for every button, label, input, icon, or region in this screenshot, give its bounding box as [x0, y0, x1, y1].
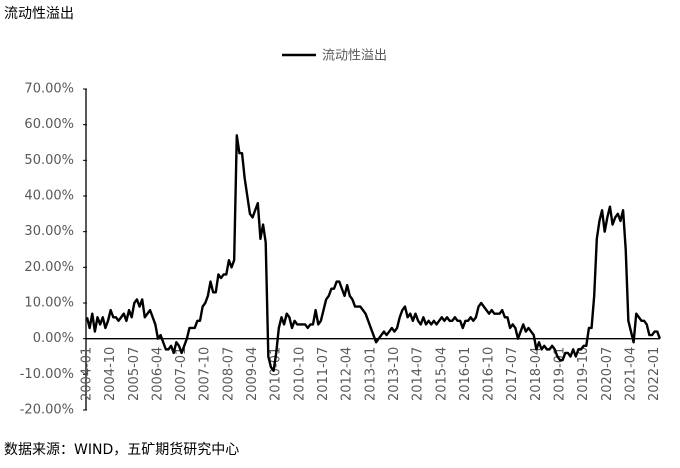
- x-tick-label: 2010-10: [292, 347, 307, 401]
- x-tick-label: 2020-07: [600, 347, 615, 401]
- x-tick-label: 2009-04: [245, 347, 260, 401]
- y-tick-label: -20.00%: [20, 403, 74, 418]
- y-tick-label: 60.00%: [24, 117, 74, 132]
- x-tick-label: 2008-07: [221, 347, 236, 401]
- x-tick-label: 2007-01: [174, 347, 189, 401]
- x-tick-label: 2016-10: [482, 347, 497, 401]
- source-note: 数据来源：WIND，五矿期货研究中心: [4, 441, 239, 458]
- x-tick-label: 2012-04: [340, 347, 355, 401]
- x-tick-label: 2021-04: [623, 347, 638, 401]
- y-tick-label: 50.00%: [24, 153, 74, 168]
- y-tick-label: 70.00%: [24, 82, 74, 97]
- x-tick-label: 2006-04: [150, 347, 165, 401]
- x-tick-label: 2015-04: [434, 347, 449, 401]
- x-tick-label: 2014-07: [411, 347, 426, 401]
- y-tick-label: 40.00%: [24, 189, 74, 204]
- x-tick-label: 2022-01: [647, 347, 662, 401]
- y-tick-label: 10.00%: [24, 296, 74, 311]
- x-tick-label: 2019-10: [576, 347, 591, 401]
- x-tick-label: 2016-01: [458, 347, 473, 401]
- y-tick-label: -10.00%: [20, 367, 74, 382]
- x-tick-label: 2011-07: [316, 347, 331, 401]
- y-tick-label: 30.00%: [24, 224, 74, 239]
- x-tick-label: 2010-01: [269, 347, 284, 401]
- x-tick-label: 2018-04: [529, 347, 544, 401]
- x-tick-label: 2013-01: [363, 347, 378, 401]
- y-tick-label: 20.00%: [24, 260, 74, 275]
- data-line: [85, 134, 662, 372]
- x-tick-label: 2007-10: [198, 347, 213, 401]
- x-tick-label: 2005-07: [127, 347, 142, 401]
- x-tick-label: 2004-01: [80, 347, 95, 401]
- x-tick-label: 2017-07: [505, 347, 520, 401]
- chart-title: 流动性溢出: [4, 6, 74, 22]
- y-tick-label: 0.00%: [33, 331, 74, 346]
- x-tick-label: 2013-10: [387, 347, 402, 401]
- x-tick-label: 2004-10: [103, 347, 118, 401]
- legend-label: 流动性溢出: [322, 49, 387, 64]
